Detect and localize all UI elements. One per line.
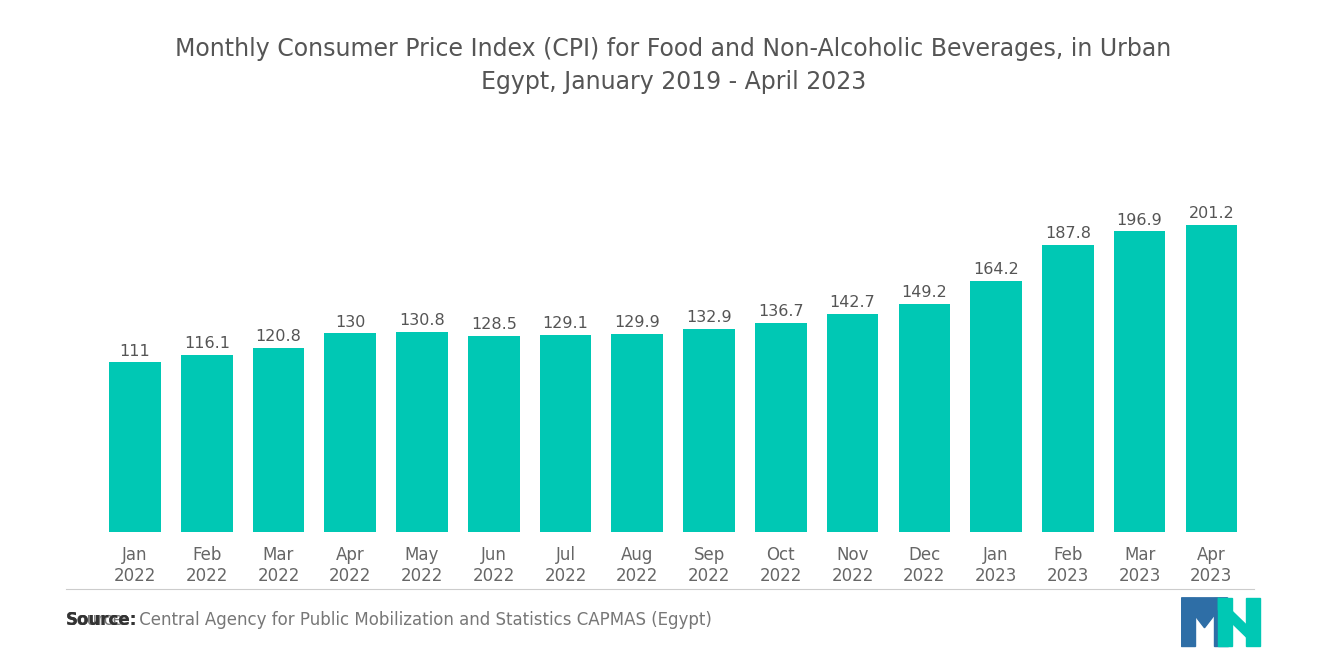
Bar <box>1185 225 1237 532</box>
Bar <box>181 354 232 532</box>
Bar <box>252 348 305 532</box>
Text: Source:: Source: <box>66 611 137 629</box>
Text: 142.7: 142.7 <box>830 295 875 311</box>
Text: 130: 130 <box>335 315 366 330</box>
Bar <box>899 304 950 532</box>
Text: 136.7: 136.7 <box>758 305 804 319</box>
Text: Source:: Source: <box>66 611 137 629</box>
Bar <box>110 362 161 532</box>
Bar <box>469 336 520 532</box>
Bar <box>826 314 878 532</box>
Text: 149.2: 149.2 <box>902 285 948 301</box>
Polygon shape <box>1218 598 1233 646</box>
Text: 187.8: 187.8 <box>1045 226 1090 241</box>
Text: 129.1: 129.1 <box>543 316 589 331</box>
Text: 111: 111 <box>120 344 150 358</box>
Title: Monthly Consumer Price Index (CPI) for Food and Non-Alcoholic Beverages, in Urba: Monthly Consumer Price Index (CPI) for F… <box>176 37 1171 94</box>
Text: 164.2: 164.2 <box>973 263 1019 277</box>
Text: Source:  Central Agency for Public Mobilization and Statistics CAPMAS (Egypt): Source: Central Agency for Public Mobili… <box>66 611 711 629</box>
Text: 130.8: 130.8 <box>399 313 445 329</box>
Bar <box>684 329 735 532</box>
Text: 201.2: 201.2 <box>1188 206 1234 221</box>
Bar <box>970 281 1022 532</box>
Bar <box>755 323 807 532</box>
Text: 196.9: 196.9 <box>1117 213 1163 227</box>
Polygon shape <box>1214 598 1228 646</box>
Polygon shape <box>1181 598 1228 628</box>
Text: 128.5: 128.5 <box>471 317 516 332</box>
Bar <box>325 333 376 532</box>
Bar <box>611 334 663 532</box>
Text: 129.9: 129.9 <box>614 315 660 330</box>
Bar <box>396 332 447 532</box>
Polygon shape <box>1246 598 1259 646</box>
Text: 116.1: 116.1 <box>183 336 230 351</box>
Text: 120.8: 120.8 <box>256 329 301 344</box>
Bar <box>1114 231 1166 532</box>
Bar <box>1041 245 1094 532</box>
Bar <box>540 335 591 532</box>
Polygon shape <box>1181 598 1196 646</box>
Polygon shape <box>1218 598 1255 646</box>
Text: 132.9: 132.9 <box>686 311 731 325</box>
